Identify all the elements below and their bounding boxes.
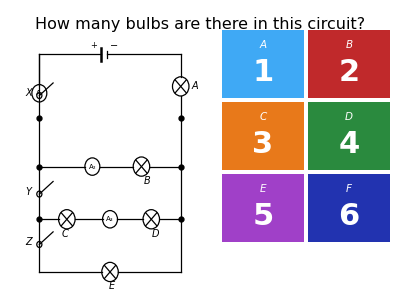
Text: A: A	[260, 40, 266, 50]
Text: How many bulbs are there in this circuit?: How many bulbs are there in this circuit…	[35, 17, 365, 32]
Text: A₂: A₂	[88, 164, 96, 169]
FancyBboxPatch shape	[308, 174, 390, 242]
Text: +: +	[90, 41, 97, 50]
Text: D: D	[345, 112, 353, 122]
Text: 5: 5	[252, 202, 274, 231]
Text: C: C	[259, 112, 267, 122]
Text: 3: 3	[252, 130, 274, 159]
Text: E: E	[260, 184, 266, 194]
FancyBboxPatch shape	[308, 30, 390, 98]
FancyBboxPatch shape	[308, 102, 390, 170]
Text: D: D	[152, 229, 159, 239]
FancyBboxPatch shape	[222, 30, 304, 98]
Text: 2: 2	[338, 58, 360, 87]
Text: A: A	[192, 81, 198, 92]
Text: X: X	[25, 88, 32, 98]
FancyBboxPatch shape	[222, 174, 304, 242]
Text: E: E	[109, 281, 115, 291]
Text: B: B	[144, 176, 151, 187]
Text: B: B	[346, 40, 352, 50]
Text: Z: Z	[25, 237, 32, 247]
Text: F: F	[346, 184, 352, 194]
Text: 1: 1	[252, 58, 274, 87]
Text: C: C	[62, 229, 68, 239]
Text: A₁: A₁	[36, 90, 43, 96]
Text: A₃: A₃	[106, 216, 114, 222]
Text: 4: 4	[338, 130, 360, 159]
FancyBboxPatch shape	[222, 102, 304, 170]
Text: −: −	[110, 40, 118, 51]
Text: 6: 6	[338, 202, 360, 231]
Text: Y: Y	[26, 187, 32, 197]
